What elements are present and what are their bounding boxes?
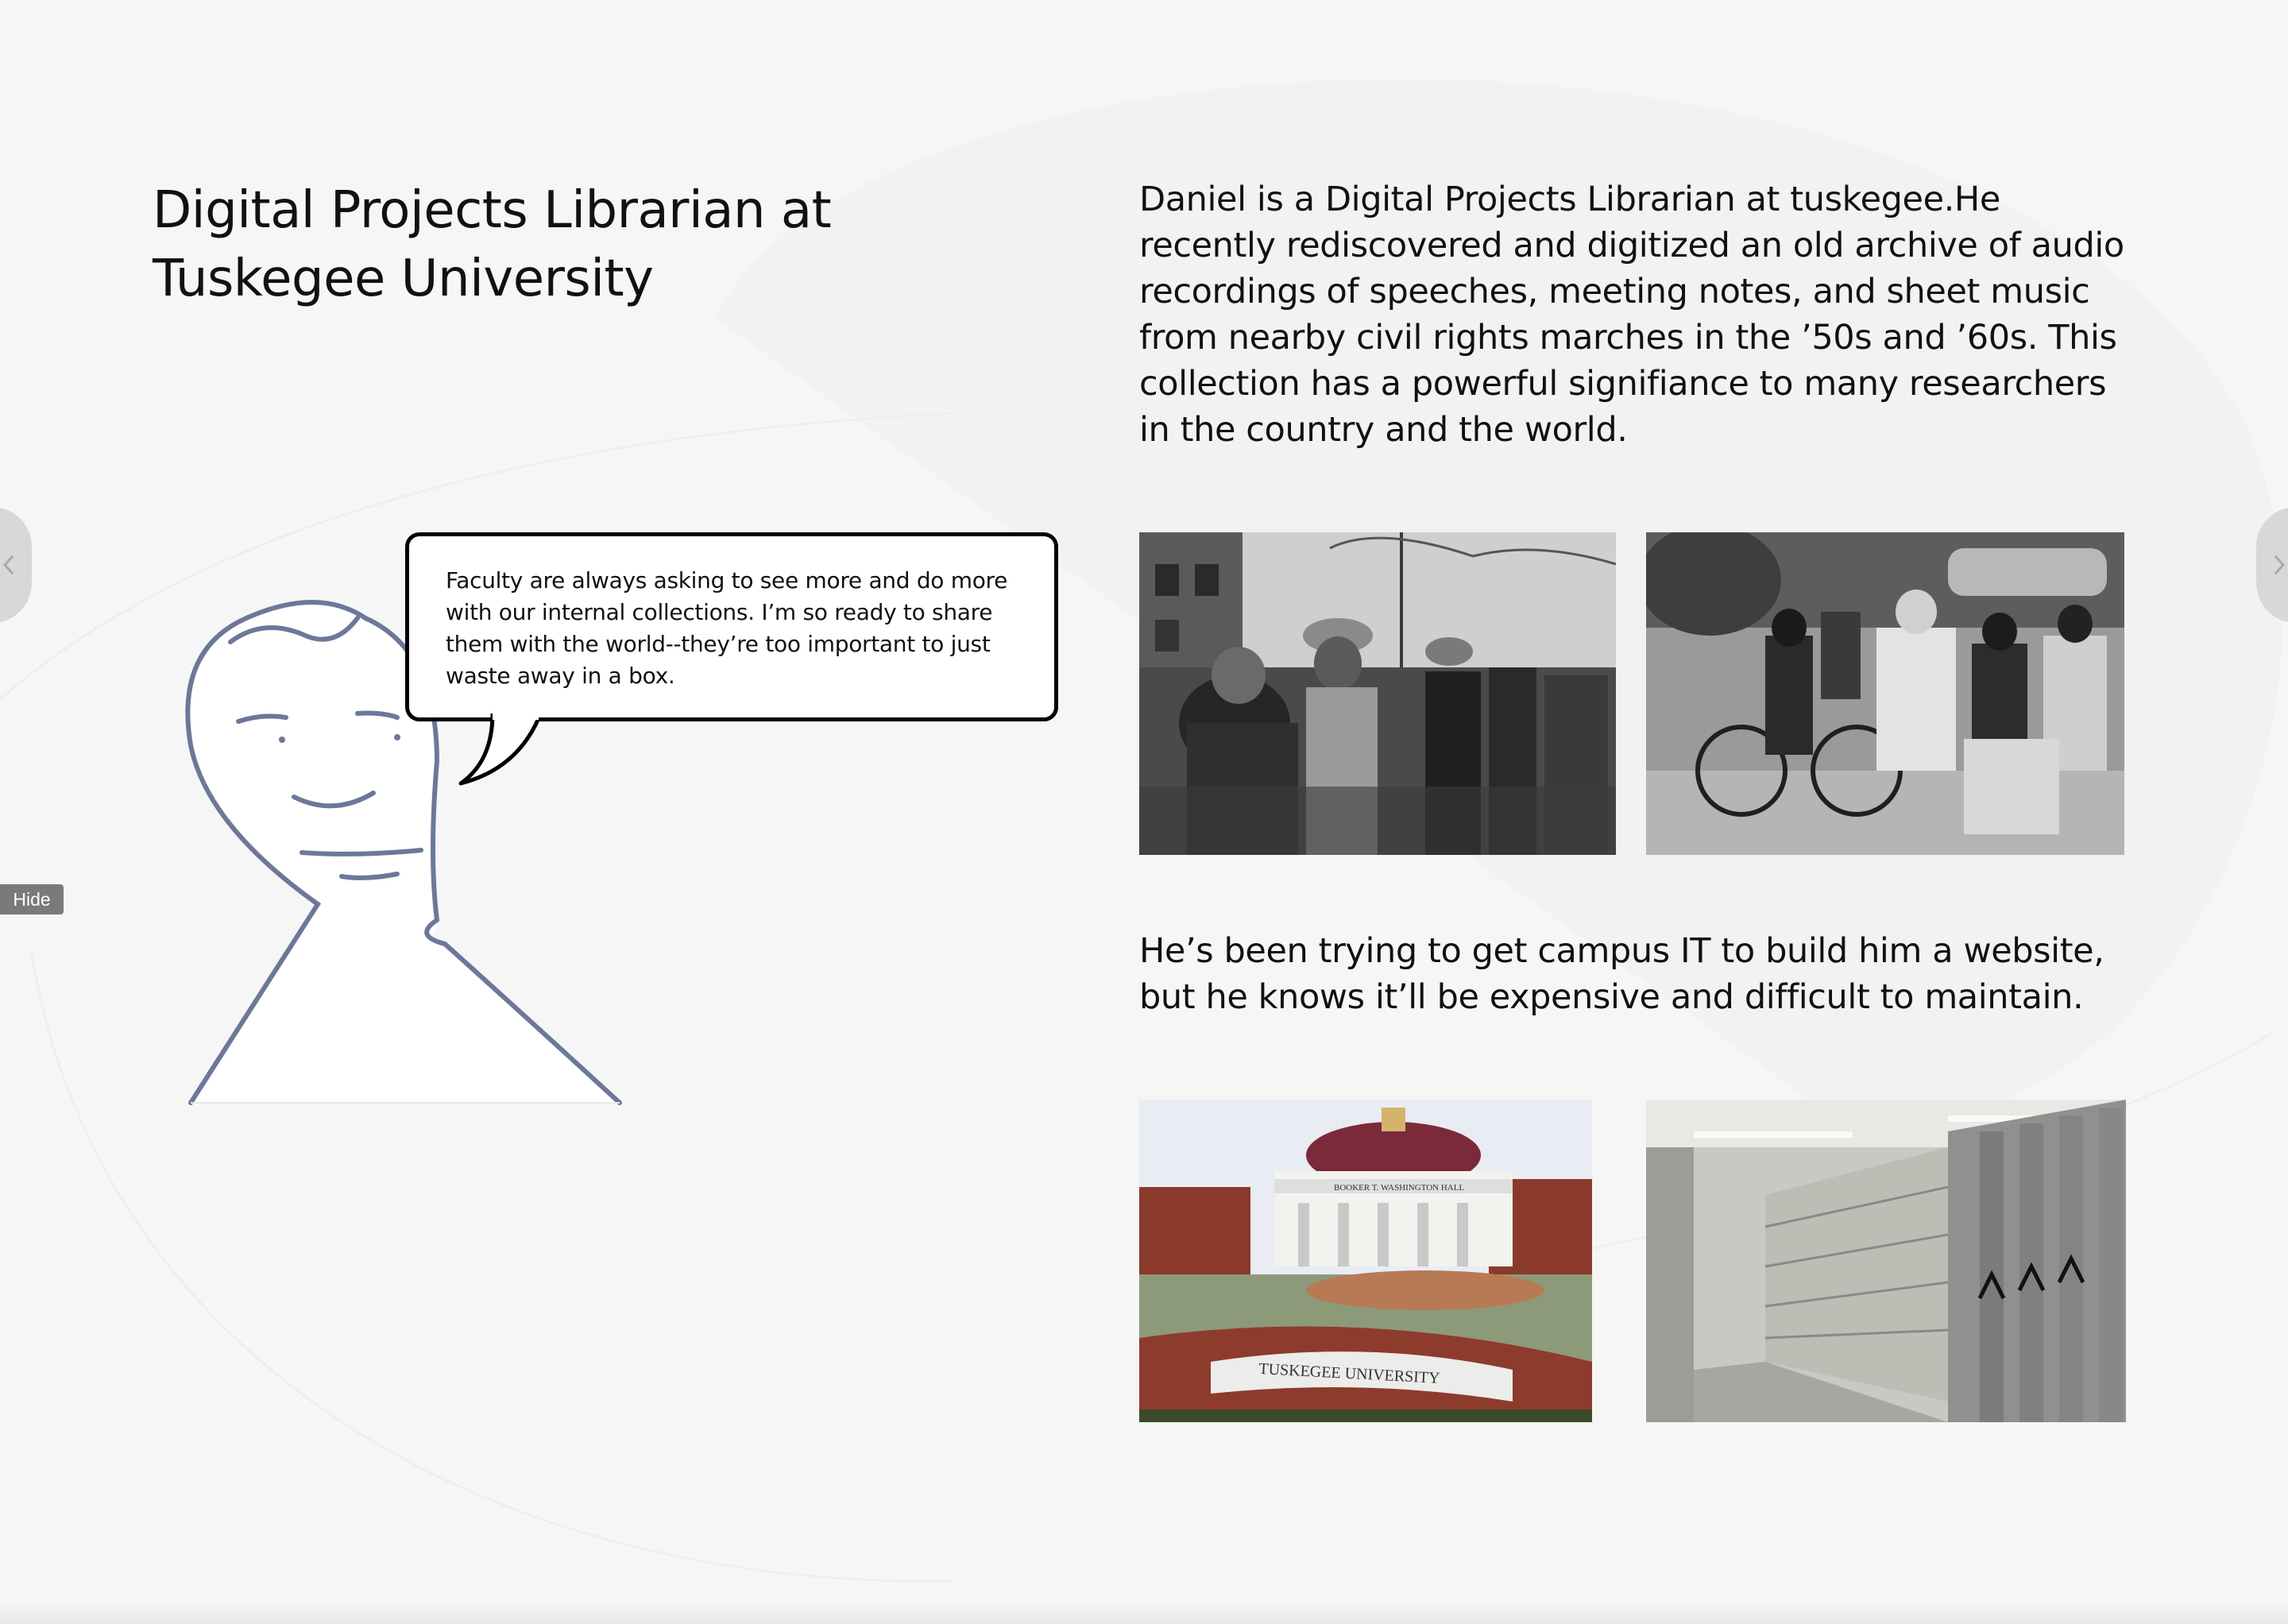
bottom-edge: [0, 1605, 2288, 1624]
chevron-right-icon: [2274, 555, 2286, 575]
speech-bubble: Faculty are always asking to see more an…: [405, 532, 1058, 721]
archive-shelving-photo: [1646, 1100, 2126, 1422]
second-paragraph: He’s been trying to get campus IT to bui…: [1139, 931, 2104, 1017]
civil-rights-march-photo: [1139, 532, 1616, 855]
building-sign-text: BOOKER T. WASHINGTON HALL: [1334, 1183, 1464, 1193]
character-illustration: [185, 600, 622, 1105]
children-reading-photo: [1646, 532, 2124, 855]
slide-title: Digital Projects Librarian at Tuskegee U…: [153, 181, 832, 308]
prev-slide-button[interactable]: [0, 507, 32, 623]
hide-button[interactable]: Hide: [0, 884, 64, 914]
next-slide-button[interactable]: [2256, 507, 2288, 623]
speech-bubble-text: Faculty are always asking to see more an…: [446, 567, 1008, 689]
tuskegee-campus-photo: BOOKER T. WASHINGTON HALL TUSKEGEE UNIVE…: [1139, 1100, 1592, 1422]
speech-bubble-tail: [458, 713, 541, 786]
intro-paragraph: Daniel is a Digital Projects Librarian a…: [1139, 180, 2124, 450]
chevron-left-icon: [2, 555, 14, 575]
